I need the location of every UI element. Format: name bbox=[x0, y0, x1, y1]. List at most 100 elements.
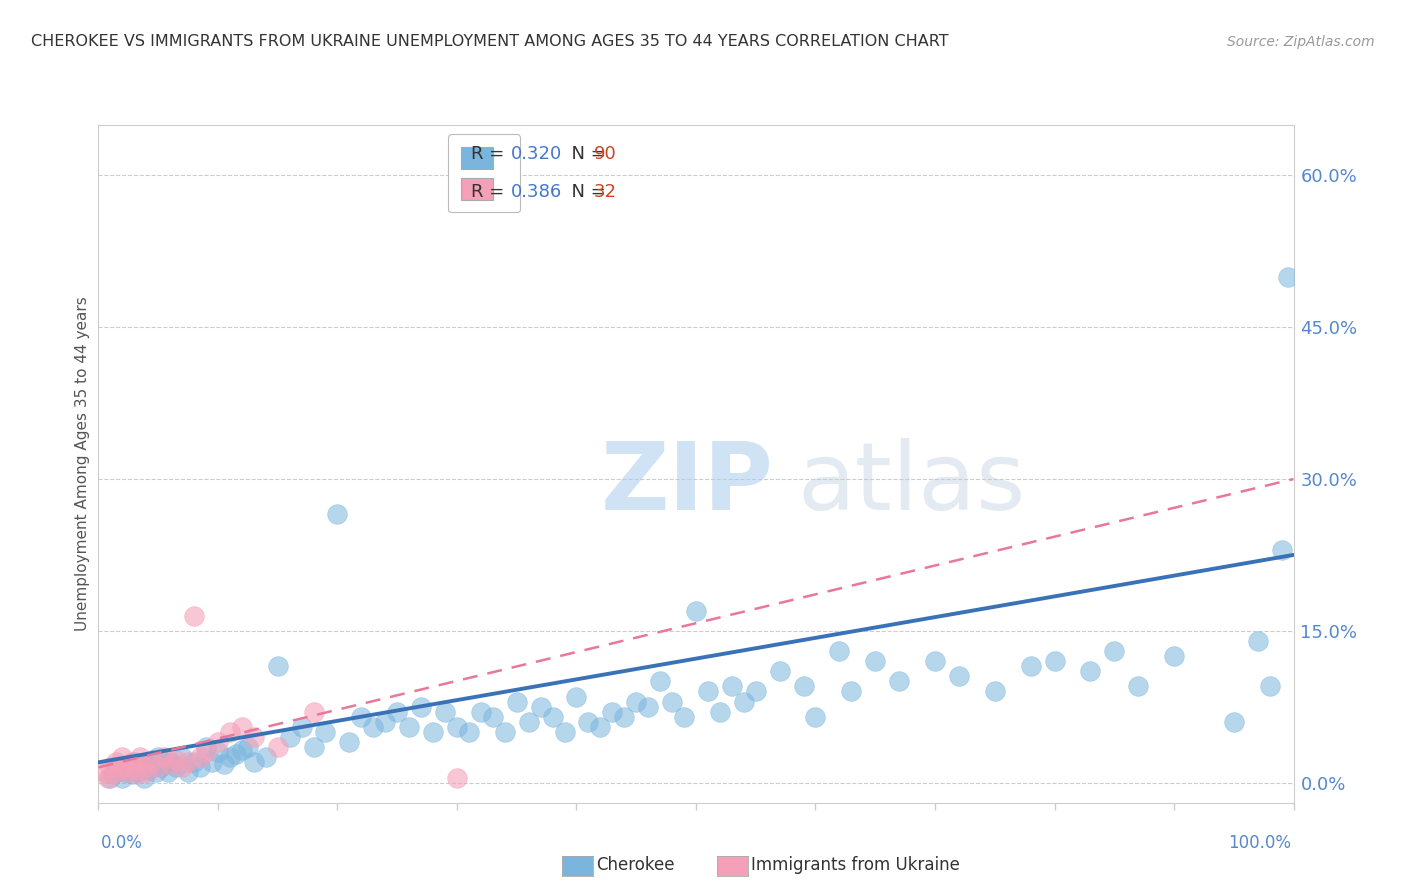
Point bbox=[129, 760, 152, 774]
Point bbox=[411, 699, 433, 714]
Point bbox=[156, 765, 179, 780]
Point bbox=[212, 757, 235, 772]
Point bbox=[111, 771, 134, 785]
Point bbox=[517, 714, 540, 729]
Point bbox=[236, 740, 259, 755]
Point bbox=[530, 699, 553, 714]
Point bbox=[98, 771, 122, 785]
Point bbox=[254, 750, 277, 764]
Point bbox=[132, 760, 155, 774]
Point bbox=[207, 745, 229, 759]
Point bbox=[637, 699, 659, 714]
Point bbox=[105, 756, 128, 770]
Point bbox=[828, 644, 851, 658]
Text: Source: ZipAtlas.com: Source: ZipAtlas.com bbox=[1227, 35, 1375, 49]
Point bbox=[745, 684, 768, 698]
Point bbox=[565, 690, 588, 704]
Text: R =: R = bbox=[471, 183, 510, 201]
Point bbox=[121, 756, 143, 770]
Point bbox=[201, 756, 224, 770]
Point bbox=[422, 725, 444, 739]
Point bbox=[117, 760, 139, 774]
Point bbox=[661, 695, 683, 709]
Point bbox=[177, 765, 200, 780]
Text: 0.386: 0.386 bbox=[510, 183, 562, 201]
Point bbox=[105, 764, 128, 778]
Point bbox=[159, 757, 181, 772]
Point bbox=[626, 695, 648, 709]
Point bbox=[769, 665, 792, 679]
Text: N =: N = bbox=[560, 183, 612, 201]
Point bbox=[188, 750, 211, 764]
Point bbox=[101, 767, 124, 781]
Point bbox=[231, 720, 253, 734]
Point bbox=[374, 714, 396, 729]
Point bbox=[219, 725, 242, 739]
Text: atlas: atlas bbox=[797, 438, 1026, 530]
Point bbox=[153, 750, 176, 764]
Text: Cherokee: Cherokee bbox=[596, 856, 675, 874]
Point bbox=[114, 760, 136, 774]
Point bbox=[470, 705, 492, 719]
Point bbox=[494, 725, 516, 739]
Point bbox=[121, 767, 143, 781]
Point bbox=[506, 695, 529, 709]
Point bbox=[149, 760, 172, 774]
Point bbox=[554, 725, 576, 739]
Point bbox=[685, 603, 707, 617]
Point bbox=[108, 764, 131, 778]
Point bbox=[793, 680, 815, 694]
Point bbox=[385, 705, 409, 719]
Point bbox=[363, 720, 385, 734]
Point bbox=[183, 756, 205, 770]
Point bbox=[446, 720, 468, 734]
Point bbox=[172, 750, 194, 764]
Text: N =: N = bbox=[560, 145, 612, 163]
Text: ZIP: ZIP bbox=[600, 438, 773, 530]
Point bbox=[243, 756, 266, 770]
Text: Immigrants from Ukraine: Immigrants from Ukraine bbox=[751, 856, 960, 874]
Point bbox=[153, 756, 176, 770]
Point bbox=[1223, 714, 1246, 729]
Point bbox=[1277, 269, 1299, 284]
Point bbox=[97, 771, 120, 785]
Point bbox=[398, 720, 420, 734]
Text: 0.0%: 0.0% bbox=[101, 834, 143, 852]
Point bbox=[148, 750, 170, 764]
Point bbox=[111, 750, 134, 764]
Point bbox=[207, 735, 229, 749]
Point bbox=[138, 764, 160, 778]
Point bbox=[434, 705, 457, 719]
Point bbox=[865, 654, 887, 668]
Point bbox=[733, 695, 755, 709]
Point bbox=[132, 771, 155, 785]
Point bbox=[446, 771, 468, 785]
Point bbox=[141, 753, 163, 767]
Point bbox=[125, 767, 148, 781]
Point bbox=[135, 757, 157, 772]
Point bbox=[578, 714, 600, 729]
Point bbox=[243, 730, 266, 744]
Text: 90: 90 bbox=[593, 145, 616, 163]
Point bbox=[350, 710, 373, 724]
Point bbox=[302, 740, 325, 755]
Point bbox=[124, 760, 146, 774]
Point bbox=[709, 705, 731, 719]
Point bbox=[141, 756, 163, 770]
Point bbox=[135, 765, 157, 780]
Point bbox=[1104, 644, 1126, 658]
Point bbox=[1163, 649, 1185, 664]
Point bbox=[159, 756, 181, 770]
Y-axis label: Unemployment Among Ages 35 to 44 years: Unemployment Among Ages 35 to 44 years bbox=[75, 296, 90, 632]
Point bbox=[145, 765, 167, 780]
Point bbox=[165, 753, 187, 767]
Point bbox=[165, 760, 187, 774]
Point bbox=[278, 730, 301, 744]
Point bbox=[1271, 542, 1294, 557]
Point bbox=[1043, 654, 1066, 668]
Point bbox=[195, 745, 218, 759]
Point bbox=[148, 760, 170, 774]
Legend: , : , bbox=[449, 134, 520, 212]
Point bbox=[183, 608, 205, 623]
Point bbox=[326, 508, 349, 522]
